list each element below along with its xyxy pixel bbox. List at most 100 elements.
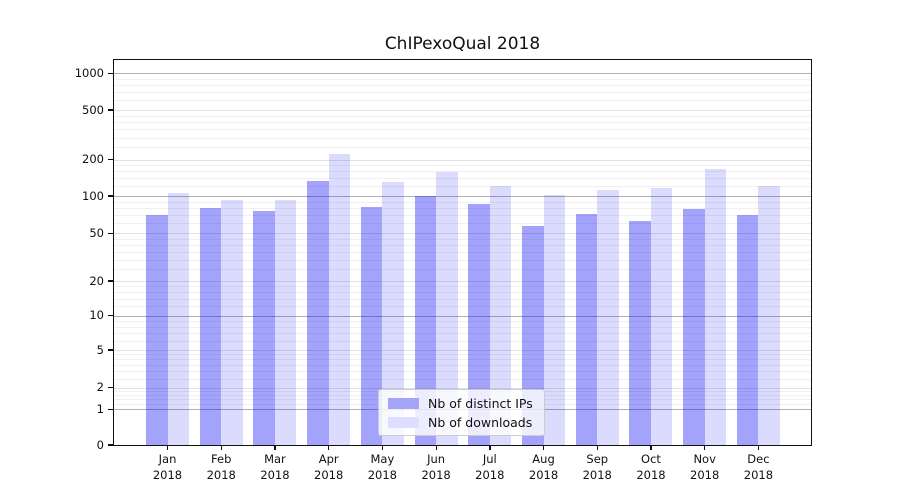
y-tick-50 bbox=[107, 232, 114, 234]
x-tick-month: Sep bbox=[586, 452, 609, 466]
x-tick-label-dec: Dec 2018 bbox=[728, 452, 788, 483]
x-tick-label-jul: Jul 2018 bbox=[460, 452, 520, 483]
x-tick-year: 2018 bbox=[475, 467, 505, 482]
y-gridline-minor bbox=[114, 201, 811, 203]
x-tick-jun bbox=[435, 445, 437, 450]
y-tick-200 bbox=[107, 158, 114, 161]
x-tick-label-jan: Jan 2018 bbox=[138, 452, 198, 483]
x-tick-label-may: May 2018 bbox=[352, 452, 412, 483]
y-gridline-minor bbox=[114, 286, 811, 288]
bar-ips-may bbox=[360, 206, 383, 445]
y-gridline-minor bbox=[114, 251, 811, 253]
y-gridline-minor bbox=[114, 306, 811, 308]
y-tick-500 bbox=[107, 109, 114, 111]
y-tick-0 bbox=[107, 444, 114, 446]
legend-swatch-distinct-ips-icon bbox=[388, 397, 419, 409]
y-gridline-minor bbox=[114, 359, 811, 361]
legend: Nb of distinct IPs Nb of downloads bbox=[378, 389, 545, 436]
x-tick-month: May bbox=[370, 452, 395, 466]
y-gridline-minor bbox=[114, 333, 811, 335]
y-gridline-200 bbox=[114, 159, 811, 161]
y-gridline-minor bbox=[114, 259, 811, 261]
x-tick-year: 2018 bbox=[367, 467, 398, 482]
y-gridline-minor bbox=[114, 178, 811, 180]
y-gridline-minor bbox=[114, 137, 811, 139]
y-tick-label-200: 200 bbox=[82, 152, 104, 166]
y-gridline-minor bbox=[114, 364, 811, 366]
y-gridline-20 bbox=[114, 281, 811, 282]
bar-downloads-aug bbox=[543, 195, 566, 445]
y-gridline-minor bbox=[114, 100, 811, 102]
y-gridline-minor bbox=[114, 269, 811, 271]
bar-ips-apr bbox=[307, 180, 329, 445]
y-gridline-5 bbox=[114, 350, 811, 351]
x-tick-jul bbox=[489, 445, 491, 450]
bar-downloads-sep bbox=[597, 189, 619, 445]
x-tick-feb bbox=[220, 445, 222, 450]
x-tick-month: Mar bbox=[264, 452, 286, 466]
x-tick-label-nov: Nov 2018 bbox=[675, 452, 735, 483]
y-gridline-minor bbox=[114, 244, 811, 246]
x-tick-month: Dec bbox=[747, 452, 770, 466]
x-tick-label-sep: Sep 2018 bbox=[567, 452, 627, 483]
x-tick-year: 2018 bbox=[152, 467, 183, 482]
y-tick-1 bbox=[107, 408, 114, 410]
x-tick-month: Oct bbox=[641, 452, 661, 466]
x-tick-month: Aug bbox=[532, 452, 555, 466]
bar-downloads-feb bbox=[221, 200, 243, 445]
y-gridline-minor bbox=[114, 165, 811, 167]
y-gridline-10 bbox=[114, 315, 811, 317]
bar-ips-nov bbox=[683, 208, 705, 445]
y-gridline-minor bbox=[114, 292, 811, 294]
y-tick-label-100: 100 bbox=[82, 188, 104, 203]
y-gridline-minor bbox=[114, 215, 811, 217]
bar-downloads-dec bbox=[758, 186, 780, 445]
y-gridline-50 bbox=[114, 233, 811, 235]
legend-label-distinct-ips: Nb of distinct IPs bbox=[428, 395, 533, 411]
y-gridline-1000 bbox=[114, 73, 811, 75]
y-tick-100 bbox=[107, 195, 114, 197]
bar-ips-jun bbox=[414, 196, 437, 445]
x-tick-month: Nov bbox=[693, 452, 716, 466]
y-tick-label-20: 20 bbox=[89, 273, 104, 288]
bar-ips-oct bbox=[629, 220, 651, 445]
bar-ips-dec bbox=[736, 215, 759, 445]
y-gridline-minor bbox=[114, 208, 811, 209]
y-gridline-minor bbox=[114, 326, 811, 328]
x-tick-label-aug: Aug 2018 bbox=[514, 452, 574, 483]
bar-ips-mar bbox=[253, 211, 275, 445]
x-tick-label-oct: Oct 2018 bbox=[621, 452, 681, 483]
y-gridline-2 bbox=[114, 387, 811, 389]
y-tick-10 bbox=[107, 314, 114, 317]
y-gridline-minor bbox=[114, 85, 811, 87]
bar-downloads-mar bbox=[274, 200, 297, 445]
x-tick-month: Feb bbox=[211, 452, 232, 466]
x-tick-month: Apr bbox=[318, 452, 339, 466]
x-tick-year: 2018 bbox=[260, 467, 290, 482]
x-tick-jan bbox=[166, 445, 169, 450]
y-tick-5 bbox=[107, 349, 114, 351]
x-tick-year: 2018 bbox=[743, 467, 774, 482]
y-tick-1000 bbox=[107, 72, 114, 74]
x-tick-mar bbox=[274, 445, 276, 450]
x-tick-label-mar: Mar 2018 bbox=[245, 452, 305, 483]
y-gridline-minor bbox=[114, 320, 811, 322]
legend-item-distinct-ips: Nb of distinct IPs bbox=[388, 395, 533, 411]
y-tick-2 bbox=[107, 387, 114, 389]
y-gridline-minor bbox=[114, 171, 811, 173]
y-gridline-minor bbox=[114, 92, 811, 94]
y-tick-label-500: 500 bbox=[82, 102, 104, 117]
x-tick-year: 2018 bbox=[421, 467, 451, 482]
x-tick-sep bbox=[596, 445, 598, 450]
x-tick-may bbox=[381, 445, 384, 450]
x-tick-oct bbox=[650, 445, 652, 450]
bar-downloads-jun bbox=[436, 172, 458, 445]
x-tick-label-apr: Apr 2018 bbox=[299, 452, 359, 483]
y-gridline-100 bbox=[114, 196, 811, 197]
y-gridline-minor bbox=[114, 340, 811, 342]
legend-swatch-downloads-icon bbox=[388, 416, 419, 428]
x-tick-year: 2018 bbox=[528, 467, 559, 482]
x-tick-year: 2018 bbox=[582, 467, 612, 482]
y-gridline-minor bbox=[114, 147, 811, 149]
